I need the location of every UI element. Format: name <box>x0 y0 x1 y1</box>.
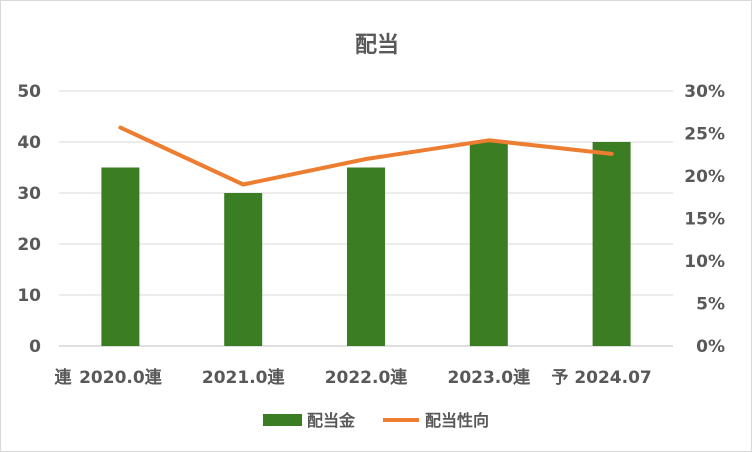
chart-title: 配当 <box>355 33 399 58</box>
bar <box>469 142 508 346</box>
left-axis-ticks: 0 10 20 30 40 50 <box>17 82 41 357</box>
x-axis-tick-label: 2020.0連 <box>79 367 163 388</box>
legend: 配当金 配当性向 <box>263 411 489 430</box>
left-axis-tick-label: 40 <box>17 133 41 153</box>
right-axis-tick-label: 15% <box>684 210 725 230</box>
x-axis-tick-label: 2021.0連 <box>202 367 286 388</box>
x-axis-ticks: 連 2020.0連 2021.0連 2022.0連 2023.0連予 2024.07 <box>55 367 652 388</box>
x-axis-tick-label: 2023.0連 <box>447 367 531 388</box>
bar <box>592 142 631 346</box>
bar <box>224 193 263 346</box>
x-axis-tick-label: 2022.0連 <box>325 367 409 388</box>
right-axis-tick-label: 25% <box>684 125 725 145</box>
right-axis-tick-label: 20% <box>684 167 725 187</box>
line-series <box>118 125 614 187</box>
legend-label: 配当性向 <box>425 411 489 430</box>
left-axis-tick-label: 50 <box>17 82 41 102</box>
x-axis-tick-label: 予 2024.07 <box>551 368 651 388</box>
right-axis-tick-label: 5% <box>696 295 725 315</box>
left-axis-tick-label: 10 <box>17 286 41 306</box>
x-axis-prefix-label: 連 <box>55 367 73 388</box>
right-axis-tick-label: 0% <box>696 337 725 357</box>
bar-series <box>101 142 631 346</box>
left-axis-tick-label: 0 <box>29 337 41 357</box>
left-axis-tick-label: 20 <box>17 235 41 255</box>
legend-label: 配当金 <box>307 411 356 430</box>
series-line <box>118 125 614 187</box>
right-axis-tick-label: 30% <box>684 82 725 102</box>
right-axis-tick-label: 10% <box>684 252 725 272</box>
bar <box>347 167 385 346</box>
bar <box>101 167 140 346</box>
right-axis-ticks: 0% 5% 10% 15% 20% 25% 30% <box>684 82 725 357</box>
left-axis-tick-label: 30 <box>17 184 41 204</box>
legend-swatch-bar <box>263 414 302 426</box>
